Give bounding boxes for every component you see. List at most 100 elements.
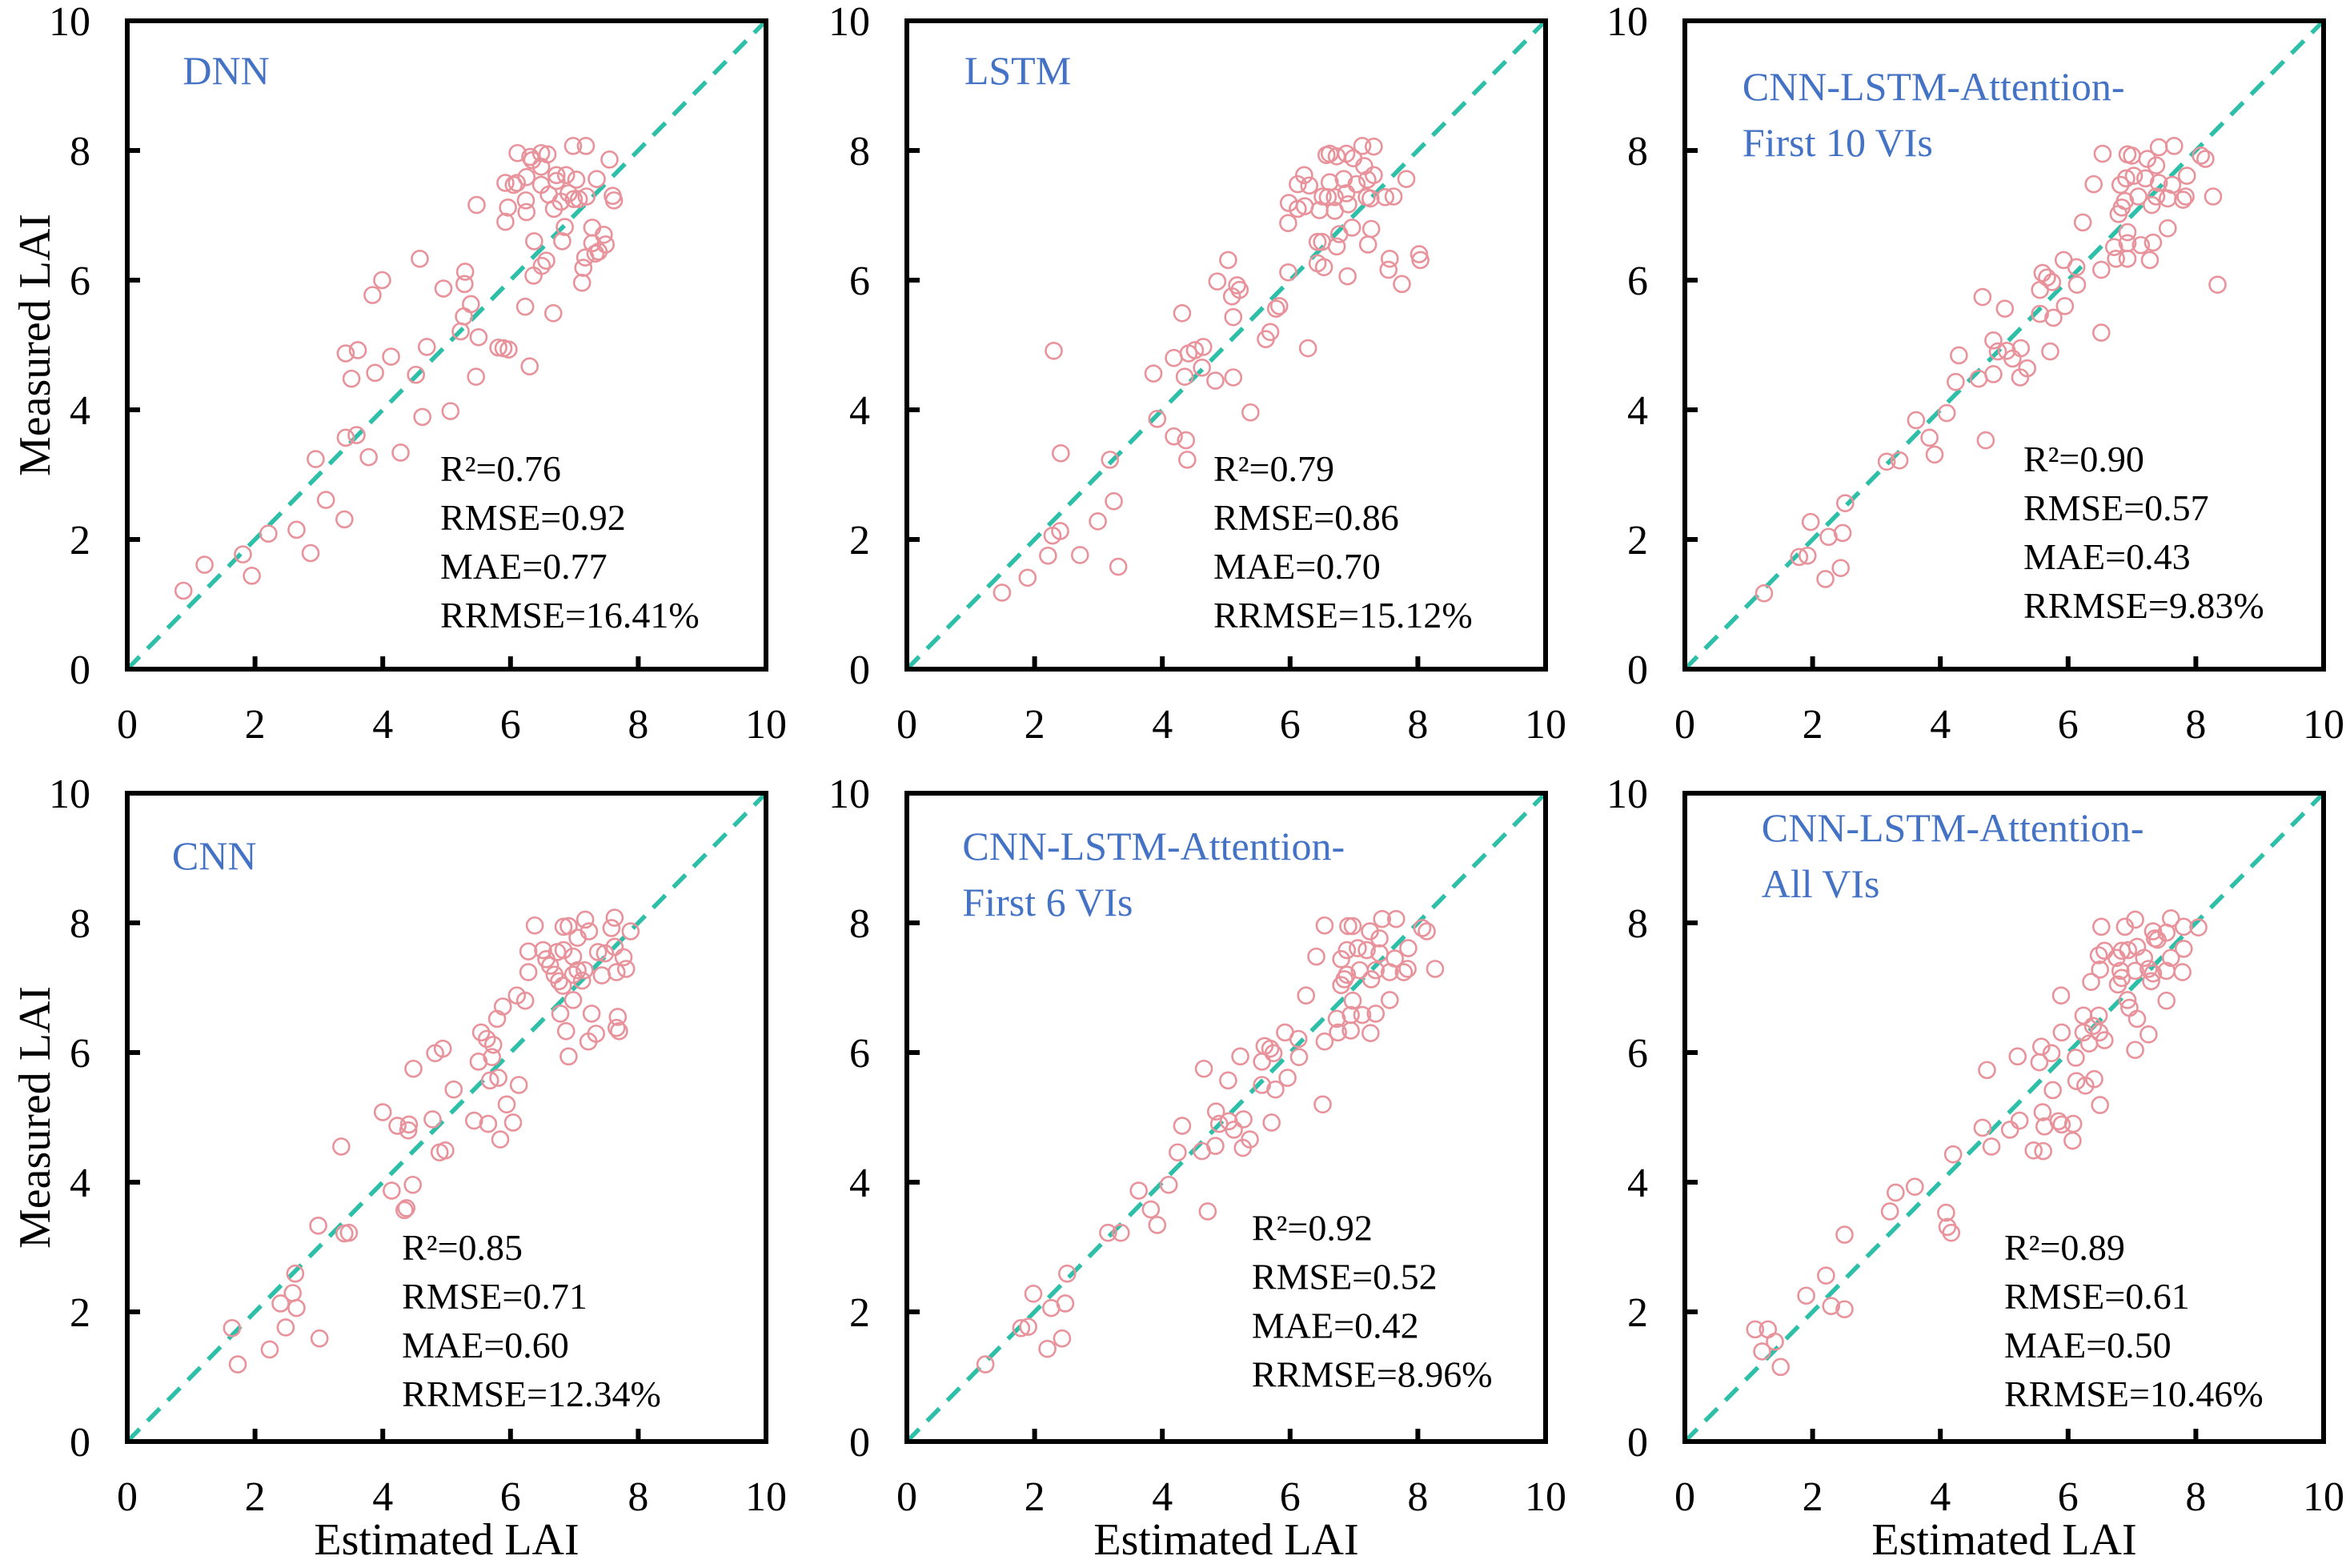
data-point (1241, 403, 1260, 422)
data-point (1169, 1143, 1187, 1162)
data-point (1797, 1286, 1815, 1305)
data-point (1341, 1005, 1360, 1025)
data-point (2093, 144, 2112, 163)
data-point (483, 1035, 503, 1054)
data-point (2143, 922, 2163, 940)
data-point (1109, 557, 1128, 576)
panel-title: CNN-LSTM-Attention- (1762, 805, 2144, 850)
data-point (342, 369, 361, 388)
data-point (1052, 443, 1070, 463)
stat-annotation: RMSE=0.52 (1252, 1257, 1438, 1297)
data-point (1307, 947, 1325, 966)
data-point (471, 1023, 491, 1042)
data-point (2140, 251, 2160, 270)
data-point (283, 1284, 302, 1302)
y-axis-label: Measured LAI (10, 214, 60, 476)
data-point (234, 545, 252, 563)
x-tick-label: 0 (896, 702, 917, 748)
data-point (480, 1071, 499, 1090)
data-point (607, 1018, 626, 1037)
y-tick-label: 4 (849, 1161, 870, 1206)
data-point (301, 543, 320, 563)
panel-title: First 6 VIs (962, 880, 1133, 924)
data-point (1315, 916, 1334, 935)
data-point (2126, 910, 2144, 929)
y-tick-label: 10 (828, 772, 870, 817)
data-point (1089, 512, 1107, 531)
data-point (2192, 146, 2211, 165)
data-point (1398, 960, 1417, 978)
data-point (1329, 1023, 1347, 1042)
x-axis-label: Estimated LAI (1871, 1515, 2136, 1565)
stat-annotation: R²=0.79 (1213, 448, 1334, 489)
data-point (1766, 1332, 1784, 1351)
data-point (1920, 428, 1939, 447)
panel-title: First 10 VIs (1742, 120, 1933, 165)
y-tick-label: 6 (1627, 259, 1648, 304)
data-point (1206, 371, 1225, 390)
scatter-panel-2: 0 2 4 6 8 10 0 2 4 6 8 10 LSTM R²=0.79 RMSE=0.86 MAE=0.… (828, 0, 1566, 748)
data-point (423, 1110, 442, 1129)
data-point (2067, 258, 2086, 277)
data-point (604, 191, 624, 210)
y-tick-label: 6 (70, 1031, 90, 1077)
data-point (595, 225, 613, 244)
stat-annotation: RRMSE=16.41% (440, 595, 700, 636)
scatter-panel-6: 0 2 4 6 8 10 0 2 4 6 8 10 CNN-LSTM-Attention- All VIs… (1606, 772, 2344, 1565)
stat-annotation: RRMSE=8.96% (1252, 1354, 1493, 1395)
x-tick-label: 6 (500, 1474, 521, 1520)
data-point (1973, 1118, 1992, 1137)
data-point (1261, 323, 1280, 342)
data-point (413, 407, 431, 427)
data-point (563, 965, 583, 985)
data-point (1298, 339, 1317, 358)
data-point (2011, 339, 2031, 358)
data-point (2033, 1103, 2052, 1121)
x-tick-label: 8 (2185, 702, 2206, 748)
data-point (2091, 260, 2111, 279)
data-point (2073, 213, 2092, 232)
data-point (417, 338, 436, 356)
data-point (2067, 275, 2087, 294)
stat-annotation: R²=0.85 (402, 1227, 523, 1268)
data-point (1332, 950, 1350, 968)
y-tick-label: 10 (828, 0, 870, 45)
data-point (2157, 991, 2176, 1010)
data-point (1315, 1032, 1334, 1051)
data-point (1012, 1318, 1031, 1337)
data-point (1177, 431, 1196, 450)
data-point (1327, 237, 1346, 256)
data-point (1361, 1024, 1380, 1042)
x-tick-label: 8 (1407, 702, 1428, 748)
x-tick-label: 6 (500, 702, 521, 748)
data-point (587, 1025, 606, 1043)
data-point (2089, 1006, 2108, 1025)
data-point (1399, 939, 1418, 957)
data-point (2142, 972, 2160, 991)
data-point (1887, 1183, 1905, 1202)
data-point (2074, 1006, 2093, 1025)
y-tick-label: 4 (1627, 1161, 1648, 1206)
data-point (441, 402, 460, 420)
data-point (2120, 998, 2139, 1017)
scatter-panel-1: 0 2 4 6 8 10 0 2 4 6 8 10 DNN R²=0.76 RMSE=0.92 MAE=0.7… (10, 0, 787, 748)
data-point (276, 1318, 295, 1337)
panel-title: CNN (172, 833, 257, 878)
data-point (605, 937, 624, 956)
data-point (1233, 1138, 1253, 1157)
data-point (1907, 411, 1926, 430)
stat-annotation: RRMSE=9.83% (2023, 585, 2264, 626)
stat-annotation: MAE=0.43 (2023, 536, 2191, 577)
data-point (543, 304, 563, 323)
y-tick-label: 0 (1627, 1420, 1648, 1466)
data-point (1297, 986, 1316, 1005)
data-point (1361, 970, 1381, 989)
data-point (1038, 1339, 1057, 1358)
data-point (2111, 961, 2130, 981)
data-point (1379, 260, 1398, 279)
scatter-panel-5: 0 2 4 6 8 10 0 2 4 6 8 10 CNN-LSTM-Attention- First 6… (828, 772, 1566, 1565)
data-point (347, 426, 366, 444)
data-point (2135, 948, 2154, 968)
y-tick-label: 8 (70, 129, 90, 174)
data-point (1418, 922, 1436, 940)
